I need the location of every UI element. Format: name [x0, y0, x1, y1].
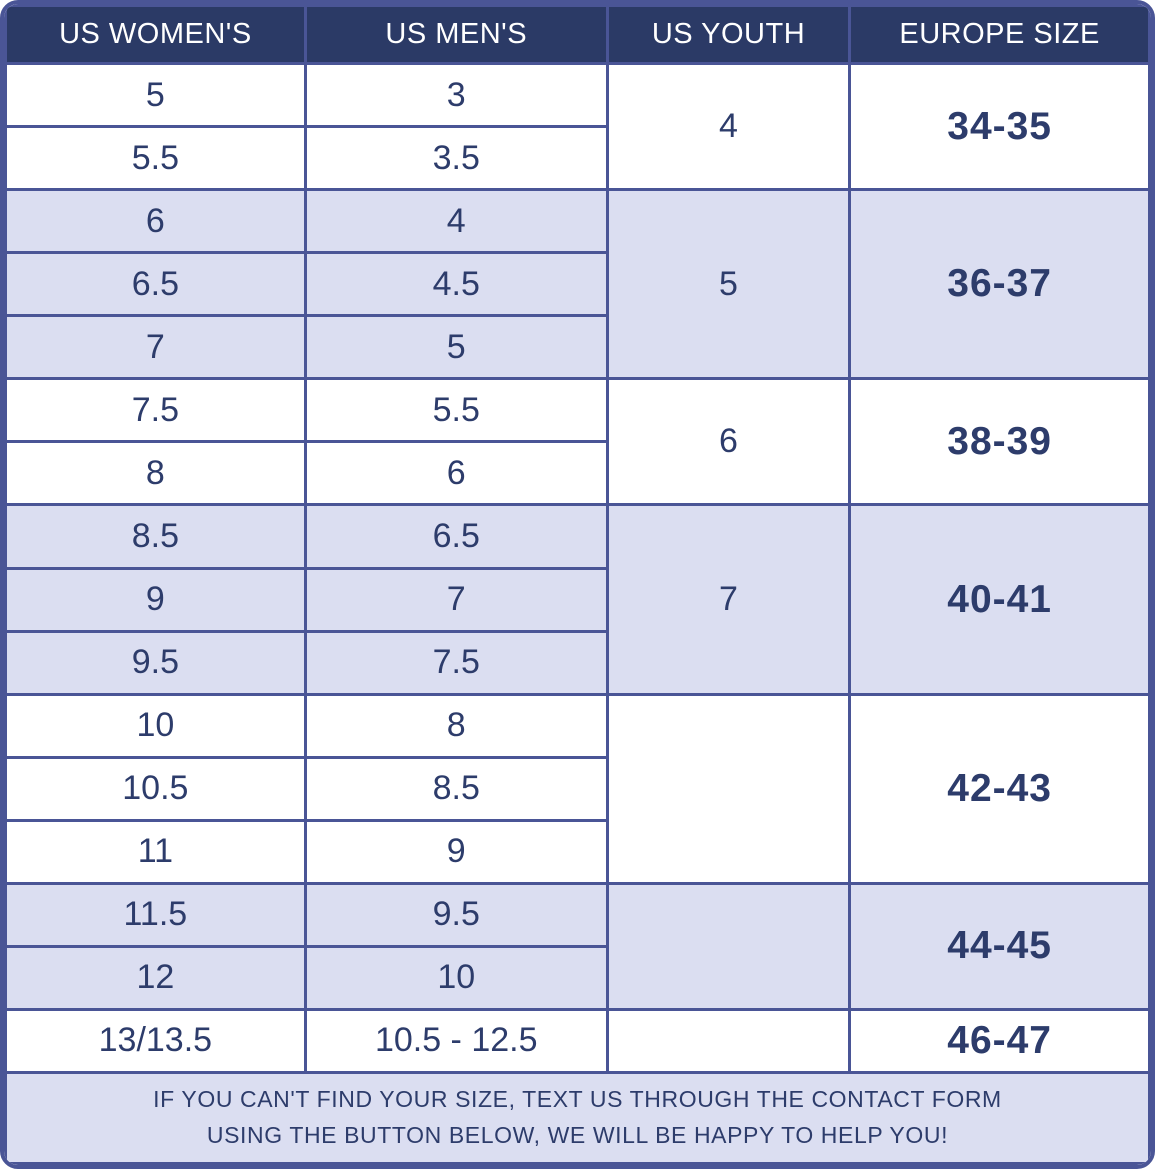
table-row: 9.5 7.5 [4, 629, 1150, 696]
us-mens-size-cell: 10.5 - 12.5 [303, 1007, 609, 1075]
column-header-us-womens: US WOMEN'S [4, 4, 307, 65]
us-youth-size-cell: 5 [605, 188, 852, 381]
table-row: 5.5 3.5 [4, 125, 1150, 192]
table-row: 13/13.5 10.5 - 12.5 46-47 [4, 1007, 1151, 1075]
us-mens-size-cell: 9 [303, 818, 609, 885]
table-row: 8.5 6.5 7 40-41 [4, 503, 1151, 696]
us-mens-size-cell: 5.5 [303, 377, 609, 444]
us-youth-size-cell: 4 [605, 61, 852, 192]
footer-note-line-2: USING THE BUTTON BELOW, WE WILL BE HAPPY… [206, 1122, 949, 1148]
us-mens-size-cell: 10 [303, 944, 609, 1011]
table-row: 12 10 [4, 944, 1150, 1011]
footer-note: IF YOU CAN'T FIND YOUR SIZE, TEXT US THR… [4, 1071, 1151, 1165]
us-mens-size-cell: 8.5 [303, 755, 609, 822]
column-header-europe-size: EUROPE SIZE [848, 4, 1151, 65]
europe-size-cell: 36-37 [848, 188, 1151, 381]
us-womens-size-cell: 6.5 [4, 251, 307, 318]
table-row: 10 8 42-43 [4, 692, 1151, 885]
us-womens-size-cell: 9.5 [4, 629, 307, 696]
table-row: 7.5 5.5 6 38-39 [4, 377, 1151, 507]
us-womens-size-cell: 10.5 [4, 755, 307, 822]
us-mens-size-cell: 4 [303, 188, 609, 255]
size-table: US WOMEN'S US MEN'S US YOUTH EUROPE SIZE… [4, 4, 1151, 1165]
table-body: 5 3 4 34-35 5.5 3.5 6 4 5 36-37 6.5 4.5 7 5 7.5 5.5 6 38-… [4, 61, 1151, 1075]
table-row: 11.5 9.5 44-45 [4, 881, 1151, 1011]
europe-size-cell: 42-43 [848, 692, 1151, 885]
us-womens-size-cell: 10 [4, 692, 307, 759]
us-womens-size-cell: 12 [4, 944, 307, 1011]
us-womens-size-cell: 8.5 [4, 503, 307, 570]
us-mens-size-cell: 3 [303, 61, 609, 129]
us-womens-size-cell: 7.5 [4, 377, 307, 444]
us-youth-size-cell [605, 1007, 852, 1075]
europe-size-cell: 46-47 [848, 1007, 1151, 1075]
table-row: 10.5 8.5 [4, 755, 1150, 822]
us-mens-size-cell: 6 [303, 440, 609, 507]
us-mens-size-cell: 5 [303, 314, 609, 381]
column-header-us-youth: US YOUTH [605, 4, 852, 65]
us-mens-size-cell: 4.5 [303, 251, 609, 318]
us-womens-size-cell: 6 [4, 188, 307, 255]
us-womens-size-cell: 5 [4, 61, 307, 129]
us-womens-size-cell: 11.5 [4, 881, 307, 948]
us-youth-size-cell [605, 692, 852, 885]
column-header-us-mens: US MEN'S [303, 4, 609, 65]
table-row: 6.5 4.5 [4, 251, 1150, 318]
table-row: 5 3 4 34-35 [4, 61, 1151, 192]
us-mens-size-cell: 3.5 [303, 125, 609, 192]
us-womens-size-cell: 8 [4, 440, 307, 507]
table-header-row: US WOMEN'S US MEN'S US YOUTH EUROPE SIZE [4, 4, 1151, 65]
us-mens-size-cell: 7.5 [303, 629, 609, 696]
us-womens-size-cell: 11 [4, 818, 307, 885]
us-youth-size-cell: 7 [605, 503, 852, 696]
europe-size-cell: 34-35 [848, 61, 1151, 192]
us-womens-size-cell: 5.5 [4, 125, 307, 192]
us-womens-size-cell: 13/13.5 [4, 1007, 307, 1075]
us-youth-size-cell: 6 [605, 377, 852, 507]
table-row: 11 9 [4, 818, 1150, 885]
us-mens-size-cell: 7 [303, 566, 609, 633]
us-womens-size-cell: 9 [4, 566, 307, 633]
us-mens-size-cell: 6.5 [303, 503, 609, 570]
us-youth-size-cell [605, 881, 852, 1011]
us-womens-size-cell: 7 [4, 314, 307, 381]
us-mens-size-cell: 8 [303, 692, 609, 759]
us-mens-size-cell: 9.5 [303, 881, 609, 948]
table-footer: IF YOU CAN'T FIND YOUR SIZE, TEXT US THR… [4, 1071, 1151, 1165]
europe-size-cell: 38-39 [848, 377, 1151, 507]
europe-size-cell: 40-41 [848, 503, 1151, 696]
footer-note-line-1: IF YOU CAN'T FIND YOUR SIZE, TEXT US THR… [153, 1086, 1002, 1113]
europe-size-cell: 44-45 [848, 881, 1151, 1011]
table-row: 6 4 5 36-37 [4, 188, 1151, 381]
